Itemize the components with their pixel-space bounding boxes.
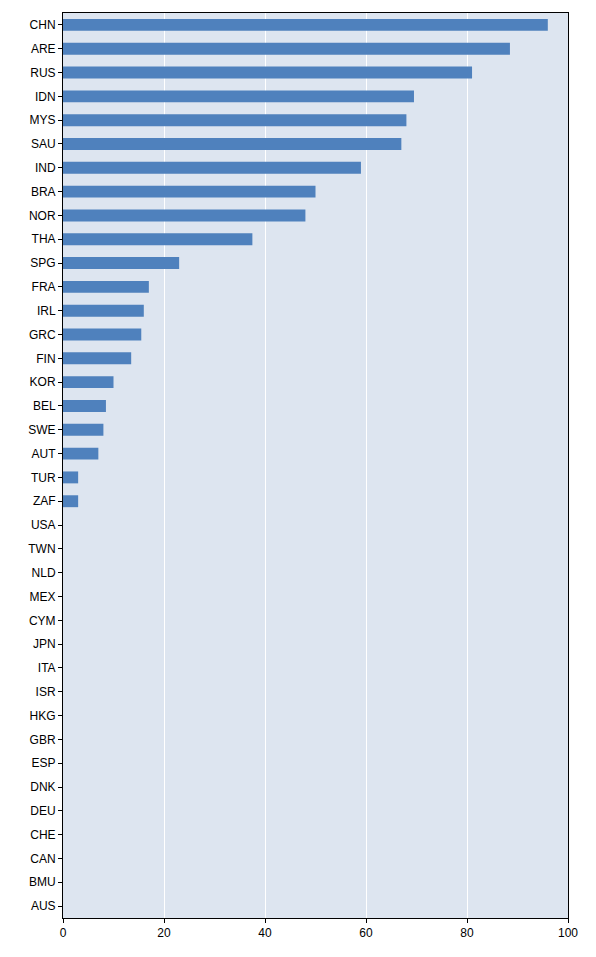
svg-text:ISR: ISR xyxy=(36,685,56,699)
svg-text:USA: USA xyxy=(31,518,56,532)
svg-text:CYM: CYM xyxy=(29,614,56,628)
svg-text:SAU: SAU xyxy=(31,137,56,151)
svg-text:IRL: IRL xyxy=(37,304,56,318)
svg-text:0: 0 xyxy=(60,926,67,940)
svg-text:ARE: ARE xyxy=(31,42,56,56)
svg-text:CHN: CHN xyxy=(30,18,56,32)
svg-text:AUT: AUT xyxy=(32,447,57,461)
svg-text:JPN: JPN xyxy=(33,637,56,651)
svg-text:NLD: NLD xyxy=(32,566,56,580)
svg-text:ZAF: ZAF xyxy=(33,494,56,508)
svg-text:MYS: MYS xyxy=(30,113,56,127)
svg-text:CHE: CHE xyxy=(30,828,55,842)
svg-text:ESP: ESP xyxy=(32,756,56,770)
svg-text:SPG: SPG xyxy=(30,256,55,270)
svg-text:AUS: AUS xyxy=(31,899,56,913)
svg-text:80: 80 xyxy=(460,926,474,940)
svg-text:BMU: BMU xyxy=(29,875,56,889)
svg-text:BRA: BRA xyxy=(31,185,56,199)
svg-text:THA: THA xyxy=(32,232,56,246)
svg-text:60: 60 xyxy=(359,926,373,940)
svg-text:FIN: FIN xyxy=(36,352,55,366)
svg-text:BEL: BEL xyxy=(33,399,56,413)
svg-text:MEX: MEX xyxy=(30,590,56,604)
svg-text:SWE: SWE xyxy=(28,423,55,437)
svg-text:DNK: DNK xyxy=(30,780,55,794)
svg-text:ITA: ITA xyxy=(38,661,56,675)
svg-text:TWN: TWN xyxy=(28,542,55,556)
svg-text:40: 40 xyxy=(258,926,272,940)
svg-text:DEU: DEU xyxy=(30,804,55,818)
svg-text:RUS: RUS xyxy=(30,66,55,80)
svg-text:GBR: GBR xyxy=(30,733,56,747)
svg-text:GRC: GRC xyxy=(29,328,56,342)
svg-text:100: 100 xyxy=(558,926,578,940)
svg-text:IND: IND xyxy=(35,161,56,175)
svg-text:20: 20 xyxy=(157,926,171,940)
svg-text:NOR: NOR xyxy=(29,209,56,223)
svg-text:IDN: IDN xyxy=(35,90,56,104)
svg-text:FRA: FRA xyxy=(32,280,56,294)
svg-text:KOR: KOR xyxy=(30,375,56,389)
svg-text:CAN: CAN xyxy=(30,852,55,866)
svg-text:TUR: TUR xyxy=(31,471,56,485)
svg-text:HKG: HKG xyxy=(30,709,56,723)
